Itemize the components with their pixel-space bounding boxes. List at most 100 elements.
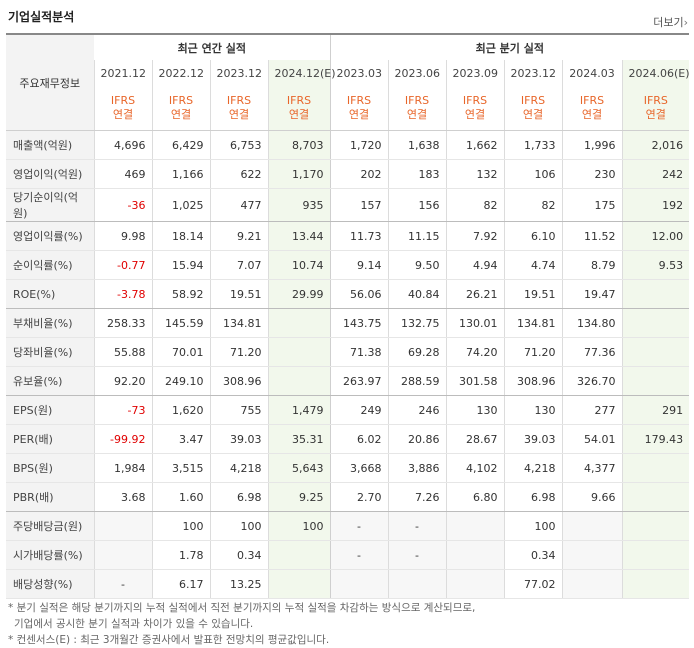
- table-cell: [621, 337, 690, 367]
- table-cell: 3,886: [387, 453, 447, 483]
- table-cell: 6,429: [151, 130, 210, 160]
- table-cell: 1,733: [503, 130, 563, 160]
- table-row: 시가배당률(%) 1.78 0.34- -0.34: [6, 540, 690, 570]
- table-cell: 3.68: [93, 482, 152, 512]
- ifrs-label: IFRS 연결: [209, 86, 268, 131]
- ifrs-label: IFRS 연결: [387, 86, 447, 131]
- table-cell: 183: [387, 159, 447, 189]
- table-row: ROE(%) -3.78 58.92 19.51 29.99 56.06 40.84 26.2…: [6, 279, 690, 309]
- row-label: PBR(배): [6, 482, 94, 512]
- table-cell: 1.60: [151, 482, 210, 512]
- table-cell: 1,025: [151, 188, 210, 222]
- table-cell: 326.70: [561, 366, 623, 396]
- table-cell: 1,166: [151, 159, 210, 189]
- table-cell: 1.78: [151, 540, 210, 570]
- table-cell: [267, 337, 331, 367]
- ifrs-label: IFRS 연결: [561, 86, 623, 131]
- table-cell: 58.92: [151, 279, 210, 309]
- row-label: BPS(원): [6, 453, 94, 483]
- table-cell: 19.51: [209, 279, 268, 309]
- table-row: 부채비율(%) 258.33 145.59 134.81 143.75 132.75 130…: [6, 308, 690, 338]
- table-cell: 92.20: [93, 366, 152, 396]
- table-cell: -: [387, 540, 447, 570]
- table-cell: 477: [209, 188, 268, 222]
- footnotes: * 분기 실적은 해당 분기까지의 누적 실적에서 직전 분기까지의 누적 실적…: [8, 600, 475, 648]
- table-cell: 71.38: [329, 337, 389, 367]
- period-header: 2024.06(E): [621, 60, 690, 86]
- table-row: 영업이익률(%) 9.98 18.14 9.21 13.44 11.73 11.15 7.92…: [6, 221, 690, 251]
- table-cell: 77.36: [561, 337, 623, 367]
- table-cell: 1,479: [267, 395, 331, 425]
- table-cell: 4,102: [445, 453, 505, 483]
- table-row: 영업이익(억원) 469 1,166 622 1,170 202 183 132 106 230 2…: [6, 159, 690, 189]
- period-header: 2024.03: [561, 60, 623, 86]
- table-cell: 134.81: [503, 308, 563, 338]
- table-cell: 100: [503, 511, 563, 541]
- table-cell: 11.52: [561, 221, 623, 251]
- table-cell: -0.77: [93, 250, 152, 280]
- table-cell: 288.59: [387, 366, 447, 396]
- table-cell: 4.94: [445, 250, 505, 280]
- table-cell: [93, 511, 152, 541]
- table-cell: 19.51: [503, 279, 563, 309]
- table-row: BPS(원) 1,984 3,515 4,218 5,643 3,668 3,886 4,10…: [6, 453, 690, 483]
- table-cell: 277: [561, 395, 623, 425]
- chevron-right-icon: ›: [683, 16, 688, 29]
- table-cell: -: [387, 511, 447, 541]
- table-cell: 291: [621, 395, 690, 425]
- table-cell: 69.28: [387, 337, 447, 367]
- table-cell: 74.20: [445, 337, 505, 367]
- table-cell: [621, 453, 690, 483]
- table-row: 당기순이익(억원) -36 1,025 477 935 157 156 82 82 175 192: [6, 188, 690, 222]
- table-cell: 6.10: [503, 221, 563, 251]
- table-cell: 39.03: [503, 424, 563, 454]
- table-cell: -: [329, 511, 389, 541]
- table-row: PBR(배) 3.68 1.60 6.98 9.25 2.70 7.26 6.80 6.98 9.…: [6, 482, 690, 512]
- table-cell: 29.99: [267, 279, 331, 309]
- row-header: 주요재무정보: [6, 33, 94, 131]
- table-cell: 100: [209, 511, 268, 541]
- table-row: 유보율(%) 92.20 249.10 308.96 263.97 288.59 301.5…: [6, 366, 690, 396]
- table-cell: 755: [209, 395, 268, 425]
- table-row: 당좌비율(%) 55.88 70.01 71.20 71.38 69.28 74.20 71.…: [6, 337, 690, 367]
- table-cell: 202: [329, 159, 389, 189]
- table-cell: 9.98: [93, 221, 152, 251]
- table-cell: [387, 569, 447, 599]
- row-label: 당기순이익(억원): [6, 188, 94, 222]
- table-cell: 77.02: [503, 569, 563, 599]
- table-cell: 9.14: [329, 250, 389, 280]
- row-label: 부채비율(%): [6, 308, 94, 338]
- table-cell: 6.80: [445, 482, 505, 512]
- table-cell: 71.20: [209, 337, 268, 367]
- table-cell: 4,696: [93, 130, 152, 160]
- period-header: 2023.03: [329, 60, 389, 86]
- table-cell: 15.94: [151, 250, 210, 280]
- table-cell: 1,984: [93, 453, 152, 483]
- ifrs-label: IFRS 연결: [151, 86, 210, 131]
- table-cell: 0.34: [503, 540, 563, 570]
- period-header: 2023.06: [387, 60, 447, 86]
- table-cell: 8.79: [561, 250, 623, 280]
- table-cell: [445, 569, 505, 599]
- table-cell: 134.80: [561, 308, 623, 338]
- table-row: EPS(원) -73 1,620 755 1,479 249 246 130 130 277 291: [6, 395, 690, 425]
- table-cell: 175: [561, 188, 623, 222]
- table-cell: [267, 308, 331, 338]
- table-cell: -: [329, 540, 389, 570]
- ifrs-label: IFRS 연결: [503, 86, 563, 131]
- table-cell: 130.01: [445, 308, 505, 338]
- table-cell: 132.75: [387, 308, 447, 338]
- table-cell: [621, 540, 690, 570]
- row-label: EPS(원): [6, 395, 94, 425]
- more-link[interactable]: 더보기›: [653, 14, 688, 30]
- table-cell: 18.14: [151, 221, 210, 251]
- table-cell: 2.70: [329, 482, 389, 512]
- ifrs-label: IFRS 연결: [445, 86, 505, 131]
- row-label: 유보율(%): [6, 366, 94, 396]
- table-cell: 40.84: [387, 279, 447, 309]
- table-cell: 19.47: [561, 279, 623, 309]
- table-cell: 9.66: [561, 482, 623, 512]
- table-cell: 11.15: [387, 221, 447, 251]
- table-row: 매출액(억원) 4,696 6,429 6,753 8,703 1,720 1,638 1,6…: [6, 130, 690, 160]
- table-cell: 935: [267, 188, 331, 222]
